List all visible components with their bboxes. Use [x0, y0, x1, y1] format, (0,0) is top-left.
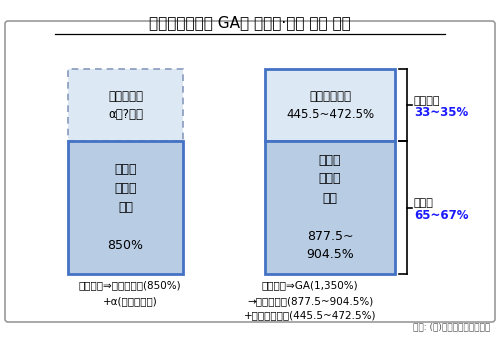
Text: 설계사
수수료
지급

877.5~
904.5%: 설계사 수수료 지급 877.5~ 904.5% [306, 154, 354, 261]
FancyBboxPatch shape [5, 21, 495, 322]
Text: 운영비등: 운영비등 [414, 96, 440, 106]
Text: +α(회사운영비): +α(회사운영비) [102, 296, 158, 306]
Text: 65~67%: 65~67% [414, 209, 469, 222]
FancyBboxPatch shape [265, 141, 395, 274]
Text: 설계사: 설계사 [414, 199, 434, 208]
FancyBboxPatch shape [68, 69, 183, 141]
Text: 회사운영비
α（?％）: 회사운영비 α（?％） [108, 89, 143, 120]
Text: +대리점운영비(445.5~472.5%): +대리점운영비(445.5~472.5%) [244, 310, 376, 320]
FancyBboxPatch shape [265, 69, 395, 141]
Text: 33~35%: 33~35% [414, 106, 468, 120]
Text: 보험회사⇒GA(1,350%): 보험회사⇒GA(1,350%) [262, 280, 358, 290]
Text: 자료: (사)한국보험대리점협회: 자료: (사)한국보험대리점협회 [413, 322, 490, 332]
Text: →소속설계사(877.5~904.5%): →소속설계사(877.5~904.5%) [247, 296, 373, 306]
Text: 대리점운영비
445.5~472.5%: 대리점운영비 445.5~472.5% [286, 89, 374, 120]
FancyBboxPatch shape [68, 141, 183, 274]
Text: 보험회사⇒전속설계사(850%): 보험회사⇒전속설계사(850%) [78, 280, 182, 290]
Text: 손해보험회사와 GA의 수수료·수당 체계 비교: 손해보험회사와 GA의 수수료·수당 체계 비교 [149, 16, 351, 31]
Text: 설계사
수수료
지급

850%: 설계사 수수료 지급 850% [108, 163, 144, 252]
